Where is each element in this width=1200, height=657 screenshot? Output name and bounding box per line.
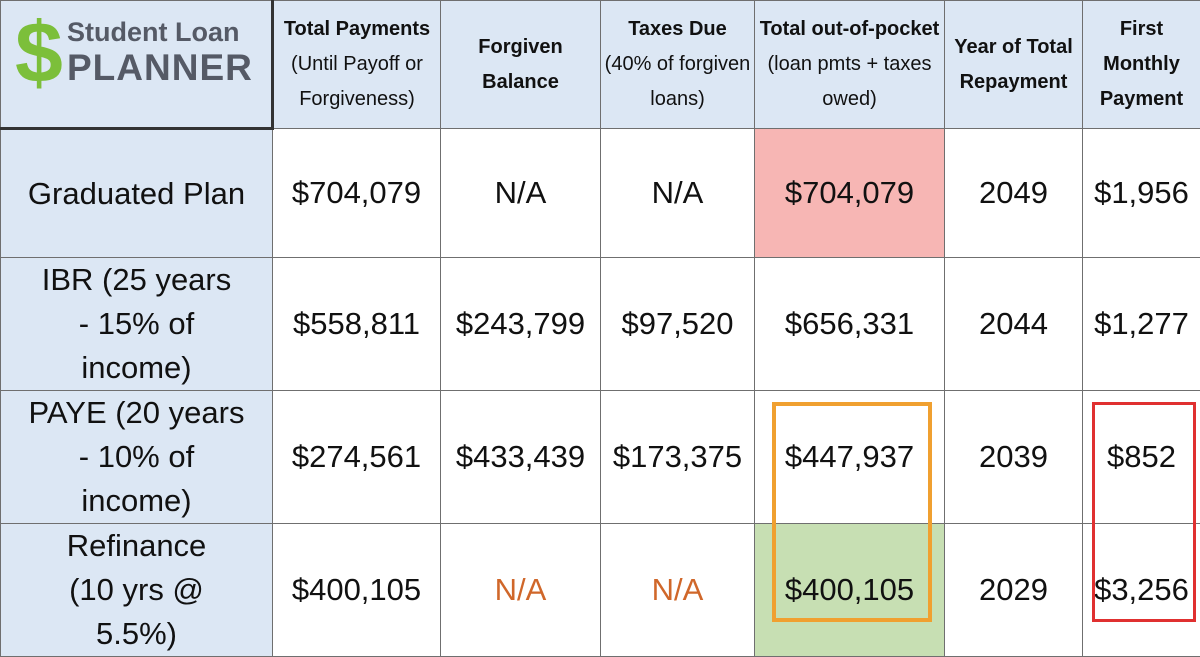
table-row-paye: PAYE (20 years - 10% of income) $274,561… <box>1 391 1200 524</box>
out-of-pocket-value: $704,079 <box>755 129 945 258</box>
year-value: 2044 <box>945 258 1083 391</box>
taxes-due-value: $173,375 <box>601 391 755 524</box>
row-label: Graduated Plan <box>1 129 273 258</box>
forgiven-balance-value: N/A <box>441 129 601 258</box>
row-label: IBR (25 years - 15% of income) <box>1 258 273 391</box>
header-total-out-of-pocket: Total out-of-pocket (loan pmts + taxes o… <box>755 1 945 129</box>
total-payments-value: $274,561 <box>273 391 441 524</box>
year-value: 2029 <box>945 524 1083 657</box>
logo-line-2: PLANNER <box>67 47 253 89</box>
student-loan-planner-logo: $ Student Loan PLANNER <box>15 9 255 99</box>
taxes-due-value: $97,520 <box>601 258 755 391</box>
out-of-pocket-value: $656,331 <box>755 258 945 391</box>
header-row: $ Student Loan PLANNER Total Payments(Un… <box>1 1 1200 129</box>
first-payment-value: $1,956 <box>1083 129 1200 258</box>
out-of-pocket-value: $400,105 <box>755 524 945 657</box>
header-first-monthly-payment: First Monthly Payment <box>1083 1 1200 129</box>
forgiven-balance-value: N/A <box>441 524 601 657</box>
total-payments-value: $704,079 <box>273 129 441 258</box>
header-taxes-due: Taxes Due(40% of forgiven loans) <box>601 1 755 129</box>
header-forgiven-balance: Forgiven Balance <box>441 1 601 129</box>
first-payment-value: $852 <box>1083 391 1200 524</box>
logo-cell: $ Student Loan PLANNER <box>1 1 273 129</box>
header-total-payments: Total Payments(Until Payoff or Forgivene… <box>273 1 441 129</box>
table-row-refinance: Refinance (10 yrs @ 5.5%) $400,105 N/A N… <box>1 524 1200 657</box>
dollar-sign-icon: $ <box>15 3 63 103</box>
total-payments-value: $558,811 <box>273 258 441 391</box>
table-row-ibr: IBR (25 years - 15% of income) $558,811 … <box>1 258 1200 391</box>
year-value: 2049 <box>945 129 1083 258</box>
row-label: Refinance (10 yrs @ 5.5%) <box>1 524 273 657</box>
table-row-graduated: Graduated Plan $704,079 N/A N/A $704,079… <box>1 129 1200 258</box>
header-year-of-total-repayment: Year of Total Repayment <box>945 1 1083 129</box>
forgiven-balance-value: $243,799 <box>441 258 601 391</box>
row-label: PAYE (20 years - 10% of income) <box>1 391 273 524</box>
out-of-pocket-value: $447,937 <box>755 391 945 524</box>
forgiven-balance-value: $433,439 <box>441 391 601 524</box>
year-value: 2039 <box>945 391 1083 524</box>
logo-line-1: Student Loan <box>67 17 239 48</box>
total-payments-value: $400,105 <box>273 524 441 657</box>
taxes-due-value: N/A <box>601 129 755 258</box>
first-payment-value: $1,277 <box>1083 258 1200 391</box>
first-payment-value: $3,256 <box>1083 524 1200 657</box>
taxes-due-value: N/A <box>601 524 755 657</box>
